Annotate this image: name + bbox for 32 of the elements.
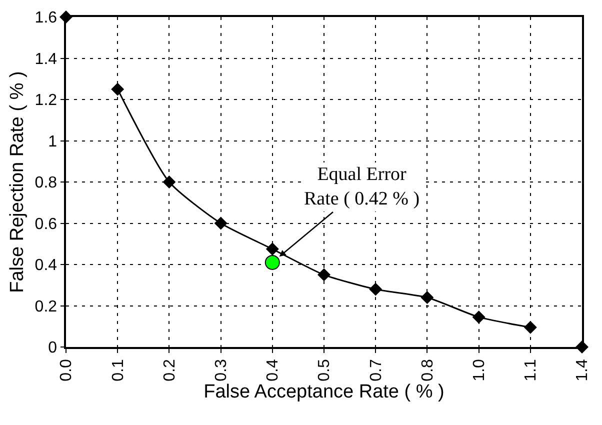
y-tick-label: 0 — [48, 340, 58, 357]
point — [420, 291, 434, 304]
x-tick-label: 0.3 — [213, 359, 230, 382]
x-tick-label: 0.1 — [110, 359, 127, 382]
point — [524, 320, 537, 334]
y-tick-label: 0.8 — [34, 174, 58, 192]
y-tick-label: 1.4 — [34, 50, 58, 68]
point — [214, 216, 228, 230]
annotation: Equal Error Rate ( 0.42 % ) — [304, 164, 420, 210]
x-axis-title: False Acceptance Rate ( % ) — [204, 382, 444, 403]
x-tick-label: 0.2 — [161, 359, 178, 382]
x-tick-label: 0.0 — [58, 359, 76, 382]
x-tick-label: 0.7 — [368, 359, 385, 382]
y-tick-label: 1.6 — [34, 10, 58, 27]
x-tick-label: 1.4 — [574, 359, 592, 382]
y-axis-title: False Rejection Rate ( % ) — [7, 71, 28, 293]
point — [472, 310, 486, 324]
y-tick-label: 1.2 — [34, 92, 58, 110]
x-tick-label: 0.4 — [264, 359, 282, 382]
point — [111, 82, 124, 96]
y-tick-label: 1 — [48, 133, 58, 150]
y-tick-label: 0.2 — [34, 298, 58, 316]
x-tick-label: 1.0 — [471, 359, 488, 382]
x-tick-label: 0.8 — [419, 359, 436, 382]
y-tick-label: 0.4 — [34, 257, 58, 274]
x-tick-label: 1.1 — [522, 359, 540, 382]
x-tick-label: 0.5 — [316, 359, 334, 382]
point — [162, 176, 176, 188]
point — [266, 242, 279, 256]
point — [318, 268, 330, 282]
y-tick-label: 0.6 — [34, 216, 58, 233]
point — [369, 282, 382, 296]
